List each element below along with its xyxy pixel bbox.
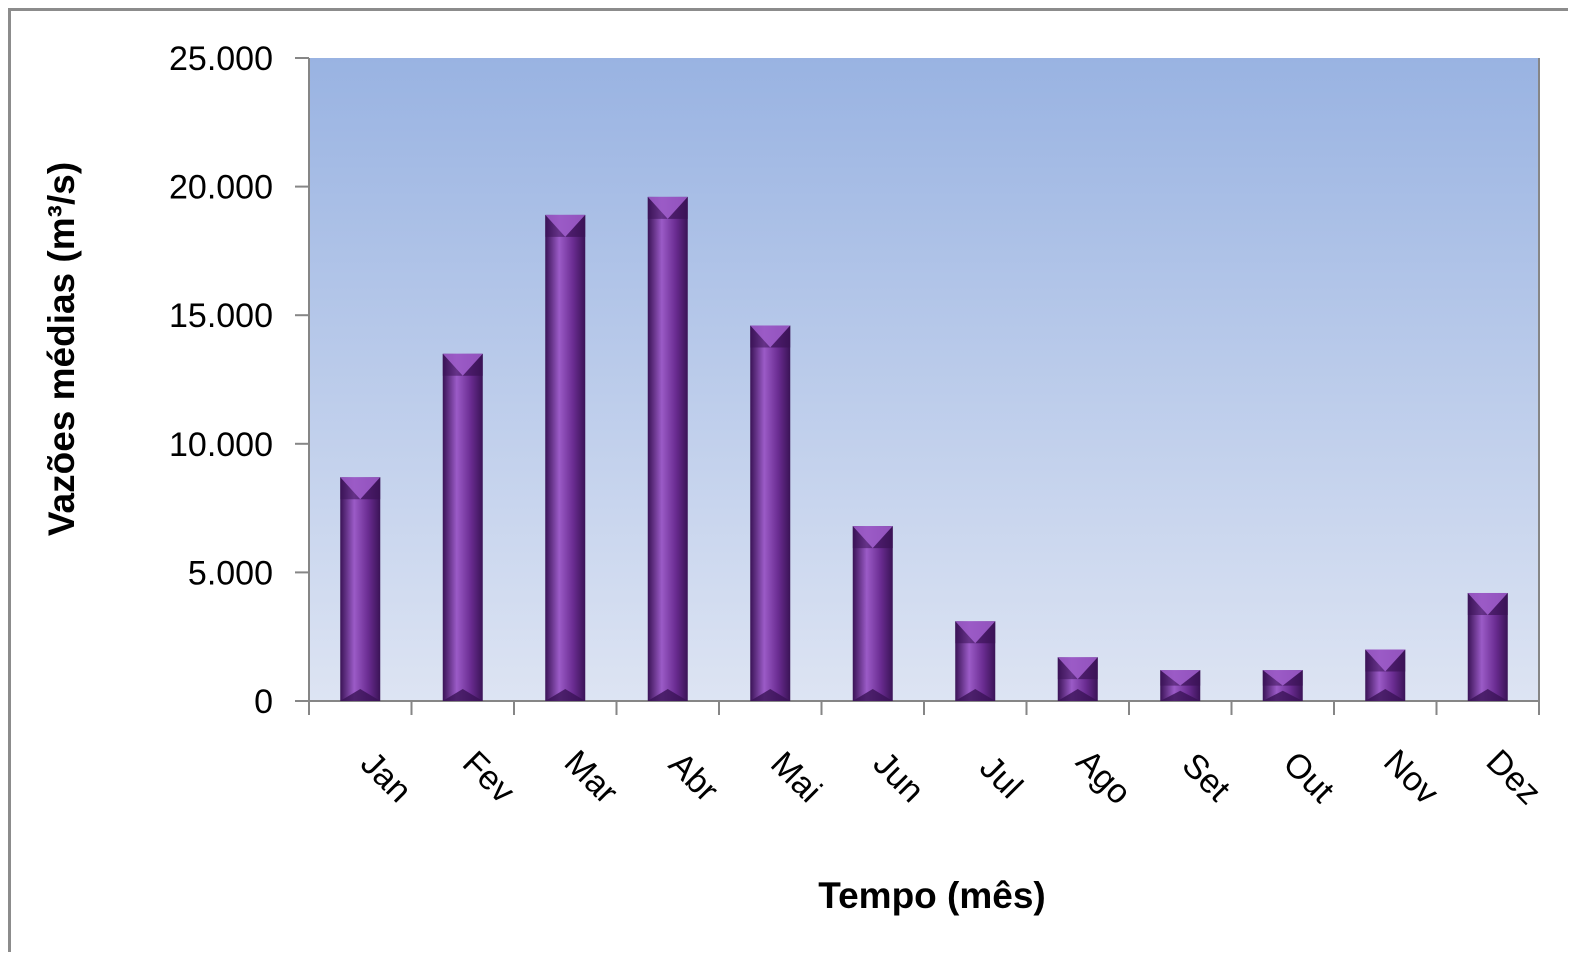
- x-tick-label: Jun: [866, 744, 932, 810]
- bar-base: [545, 689, 586, 701]
- bar-cap-shade: [750, 325, 771, 348]
- x-axis-title: Tempo (mês): [818, 875, 1046, 916]
- bar: [1467, 592, 1508, 701]
- bar-base: [955, 689, 996, 701]
- bar: [852, 526, 893, 701]
- bar-cap-shade: [770, 325, 791, 348]
- bar: [955, 621, 996, 701]
- bar: [1160, 670, 1201, 701]
- bar-base: [1057, 689, 1098, 701]
- bar-cap: [750, 325, 791, 348]
- x-tick-label: Nov: [1376, 742, 1446, 812]
- bar-cap-shade: [1365, 649, 1386, 672]
- bar-cap-shade: [647, 196, 668, 219]
- bar-cap-shade: [1282, 670, 1303, 686]
- bar-cap-shade: [1467, 592, 1488, 615]
- bar-base: [442, 689, 483, 701]
- x-tick-label: Out: [1276, 744, 1342, 810]
- bar: [1057, 657, 1098, 701]
- bar-cap-shade: [1262, 670, 1283, 686]
- bar-body: [852, 526, 893, 701]
- bar-cap: [545, 214, 586, 237]
- bar-cap-shade: [955, 621, 976, 644]
- bar-base: [1262, 690, 1303, 701]
- bar-cap: [1057, 657, 1098, 680]
- y-tick-label: 15.000: [169, 297, 273, 335]
- y-axis: 0 5.000 10.000 15.000 20.000 25.000: [169, 40, 310, 721]
- bar-cap-shade: [1487, 592, 1508, 615]
- bar-cap: [647, 196, 688, 219]
- bar-cap-shade: [1385, 649, 1406, 672]
- y-tick-label: 0: [254, 683, 273, 721]
- bar: [545, 214, 586, 701]
- bar-cap: [1262, 670, 1303, 686]
- bar-cap: [340, 477, 381, 500]
- bar-base: [1467, 689, 1508, 701]
- bar-base: [1365, 689, 1406, 701]
- x-tick-label: Mai: [763, 744, 829, 810]
- x-tick-label: Abr: [661, 745, 725, 809]
- bar-base: [1160, 690, 1201, 701]
- bar-cap-shade: [1180, 670, 1201, 686]
- x-tick-label: Fev: [455, 744, 522, 811]
- bar-cap-shade: [1057, 657, 1078, 680]
- bar-cap-shade: [1077, 657, 1098, 680]
- bar-cap-shade: [872, 526, 893, 549]
- bar-cap: [1365, 649, 1406, 672]
- bar-cap: [1160, 670, 1201, 686]
- bar-body: [545, 214, 586, 701]
- bar: [442, 353, 483, 701]
- bar-cap: [442, 353, 483, 376]
- y-tick-label: 5.000: [188, 554, 273, 592]
- x-tick-label: Jul: [972, 748, 1030, 806]
- bar-cap-shade: [340, 477, 361, 500]
- bar-cap-shade: [545, 214, 566, 237]
- y-axis-title: Vazões médias (m³/s): [41, 162, 82, 536]
- bar: [750, 325, 791, 701]
- bar-base: [750, 689, 791, 701]
- bar-body: [647, 196, 688, 701]
- plot-area: [309, 58, 1539, 701]
- y-tick-label: 10.000: [169, 426, 273, 464]
- bar-cap-shade: [442, 353, 463, 376]
- bar-cap-shade: [1160, 670, 1181, 686]
- x-tick-label: Dez: [1479, 742, 1549, 812]
- y-tick-label: 25.000: [169, 40, 273, 78]
- bar: [1365, 649, 1406, 701]
- bars: [340, 196, 1508, 701]
- bar: [340, 477, 381, 701]
- bar-cap-shade: [975, 621, 996, 644]
- bar-base: [852, 689, 893, 701]
- bar-cap-shade: [565, 214, 586, 237]
- bar-body: [442, 353, 483, 701]
- bar-cap: [852, 526, 893, 549]
- bar: [647, 196, 688, 701]
- bar-cap: [955, 621, 996, 644]
- bar: [1262, 670, 1303, 701]
- y-tick-label: 20.000: [169, 169, 273, 207]
- bar-cap-shade: [852, 526, 873, 549]
- x-tick-label: Set: [1175, 746, 1238, 809]
- bar-cap-shade: [667, 196, 688, 219]
- bar-base: [647, 689, 688, 701]
- x-tick-label: Jan: [353, 744, 419, 810]
- bar-cap: [1467, 592, 1508, 615]
- bar-body: [750, 325, 791, 701]
- x-tick-label: Mar: [557, 743, 625, 811]
- bar-body: [340, 477, 381, 701]
- bar-cap-shade: [462, 353, 483, 376]
- bar-cap-shade: [360, 477, 381, 500]
- bar-base: [340, 689, 381, 701]
- x-tick-label: Ago: [1069, 742, 1139, 812]
